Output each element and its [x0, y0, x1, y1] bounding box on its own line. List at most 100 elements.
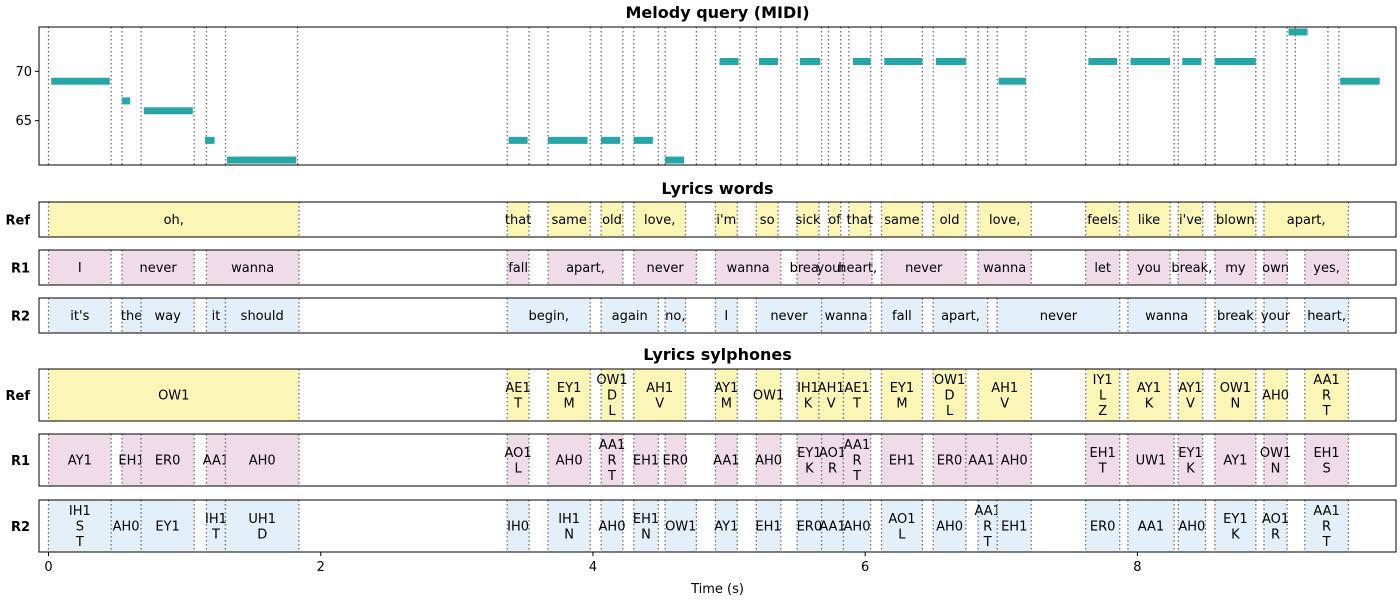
sylphones-segment: [1304, 500, 1349, 552]
sylphones-row-frame: [38, 368, 1397, 422]
sylphones-label: AA1 R T: [1313, 373, 1339, 419]
x-tick-label: 8: [1133, 560, 1141, 575]
words-segment: [756, 298, 822, 333]
melody-note: [633, 136, 653, 144]
sylphones-label: AY1: [68, 454, 92, 469]
melody-note: [935, 58, 966, 65]
sylphones-segment: [48, 369, 299, 421]
words-segment: [1127, 250, 1171, 285]
sylphones-segment: [122, 434, 142, 486]
words-label: never: [905, 261, 943, 276]
sylphones-label: AH0: [599, 520, 626, 535]
sylphones-label-line: AE1: [844, 381, 869, 396]
words-row-label: R2: [11, 310, 30, 325]
sylphones-segment: [548, 434, 591, 486]
words-label: break,: [1171, 261, 1212, 276]
x-axis-label: Time (s): [690, 582, 744, 597]
sylphones-label-line: V: [655, 396, 664, 411]
words-segment: [601, 202, 623, 237]
words-segment: [715, 250, 781, 285]
sylphones-row-label: R2: [11, 520, 30, 535]
words-segment: [818, 250, 844, 285]
sylphones-label: IH0: [507, 520, 529, 535]
words-segment: [48, 202, 299, 237]
words-label: apart,: [1287, 213, 1326, 228]
sylphones-label-line: D: [945, 389, 955, 404]
words-label: break: [790, 261, 827, 276]
sylphones-segment: [821, 434, 844, 486]
sylphones-label-line: V: [1186, 396, 1195, 411]
words-segment: [1127, 202, 1171, 237]
words-segment: [1214, 202, 1256, 237]
sylphones-label-line: D: [257, 527, 267, 542]
words-label: love,: [989, 213, 1020, 228]
sylphones-segment: [206, 500, 226, 552]
sylphones-segment: [1178, 434, 1203, 486]
sylphones-label-line: K: [1186, 461, 1195, 476]
sylphones-label: AA1: [819, 520, 845, 535]
sylphones-label: AY1 K: [1137, 381, 1161, 412]
sylphones-label: AH0: [249, 454, 276, 469]
words-label: break: [1217, 309, 1254, 324]
sylphones-label-line: N: [1271, 461, 1281, 476]
sylphones-segment: [1178, 369, 1203, 421]
sylphones-label: ER0: [155, 454, 181, 469]
sylphones-segment: [1304, 434, 1349, 486]
words-label: it's: [70, 309, 89, 324]
melody-note: [884, 58, 923, 65]
sylphones-label: UW1: [1136, 454, 1167, 469]
sylphones-label-line: IH1: [558, 512, 580, 527]
sylphones-segment: [843, 434, 871, 486]
sylphones-label-line: AH1: [818, 381, 845, 396]
sylphones-label-line: R: [828, 461, 837, 476]
sylphones-segment: [997, 500, 1032, 552]
sylphones-segment: [1085, 369, 1120, 421]
sylphones-label: EH1: [633, 454, 659, 469]
sylphones-segment: [1178, 500, 1206, 552]
words-segment: [881, 250, 966, 285]
sylphones-segment: [933, 500, 966, 552]
sylphones-segment: [881, 500, 923, 552]
sylphones-label-line: L: [946, 404, 954, 419]
melody-note: [1214, 58, 1256, 65]
sylphones-label: EY1 M: [890, 381, 914, 412]
sylphones-label-line: Z: [1098, 404, 1107, 419]
sylphones-label: AH0: [1178, 520, 1205, 535]
words-label: my: [1225, 261, 1246, 276]
words-label: wanna: [825, 309, 868, 324]
sylphones-label: AA1: [203, 454, 229, 469]
words-segment: [225, 298, 299, 333]
melody-title: Melody query (MIDI): [625, 3, 809, 22]
sylphones-label-line: IH1: [797, 381, 819, 396]
sylphones-label-line: R: [983, 520, 992, 535]
x-tick-label: 6: [861, 560, 869, 575]
words-label: like: [1138, 213, 1160, 228]
x-tick-label: 2: [317, 560, 325, 575]
sylphones-segment: [1214, 369, 1256, 421]
melody-note: [601, 136, 621, 144]
words-label: oh,: [164, 213, 184, 228]
melody-note: [548, 136, 588, 144]
sylphones-segment: [507, 369, 529, 421]
words-label: should: [241, 309, 284, 324]
words-segment: [821, 298, 871, 333]
sylphones-label-line: OW1: [596, 373, 627, 388]
words-row-frame: [38, 201, 1397, 238]
sylphones-label: EY1 K: [1178, 446, 1202, 477]
melody-note: [665, 156, 685, 164]
sylphones-label-line: AO1: [1262, 512, 1289, 527]
words-label: wanna: [983, 261, 1026, 276]
words-label: of: [828, 213, 841, 228]
sylphones-segment: [665, 434, 686, 486]
sylphones-label-line: AA1: [844, 438, 870, 453]
sylphones-label: AA1 R T: [1313, 504, 1339, 550]
sylphones-label-line: M: [564, 396, 575, 411]
words-segment: [141, 298, 195, 333]
words-label: old: [602, 213, 622, 228]
sylphones-label-line: EY1: [797, 446, 821, 461]
words-segment: [715, 298, 738, 333]
melody-note: [226, 156, 297, 164]
melody-note: [719, 58, 739, 65]
